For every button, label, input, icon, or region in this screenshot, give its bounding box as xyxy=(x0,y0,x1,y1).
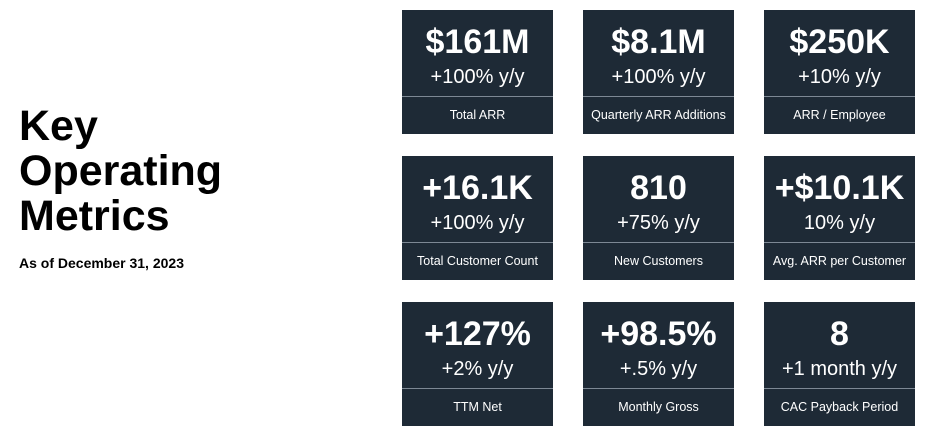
metric-card-top: +$10.1K 10% y/y xyxy=(764,156,915,243)
metric-card-top: $250K +10% y/y xyxy=(764,10,915,97)
metric-value: +16.1K xyxy=(422,169,533,207)
metric-change: +1 month y/y xyxy=(781,358,898,380)
metric-card-new-customers: 810 +75% y/y New Customers xyxy=(583,156,734,280)
metric-change: +100% y/y xyxy=(430,66,525,88)
metric-change: +2% y/y xyxy=(441,358,514,380)
page-title-line-2: Operating xyxy=(19,147,223,195)
metric-value: $250K xyxy=(789,23,890,61)
metric-value: 810 xyxy=(630,169,687,207)
metric-card-cac-payback-period: 8 +1 month y/y CAC Payback Period xyxy=(764,302,915,426)
metric-change: +100% y/y xyxy=(611,66,706,88)
metric-card-ttm-net: +127% +2% y/y TTM Net xyxy=(402,302,553,426)
metric-card-monthly-gross: +98.5% +.5% y/y Monthly Gross xyxy=(583,302,734,426)
metric-label: Avg. ARR per Customer xyxy=(772,253,907,268)
metric-change: +.5% y/y xyxy=(619,358,698,380)
metric-card-avg-arr-per-customer: +$10.1K 10% y/y Avg. ARR per Customer xyxy=(764,156,915,280)
metric-card-top: $161M +100% y/y xyxy=(402,10,553,97)
metric-label: Total ARR xyxy=(449,107,506,122)
metric-value: +98.5% xyxy=(600,315,717,353)
metric-value: +$10.1K xyxy=(774,169,905,207)
metric-card-top: $8.1M +100% y/y xyxy=(583,10,734,97)
metric-card-total-arr: $161M +100% y/y Total ARR xyxy=(402,10,553,134)
metric-label: CAC Payback Period xyxy=(780,399,899,414)
metric-value: $161M xyxy=(425,23,530,61)
page-title: Key Operating Metrics xyxy=(19,104,319,239)
metric-value: +127% xyxy=(424,315,531,353)
metric-change: 10% y/y xyxy=(803,212,876,234)
metric-change: +10% y/y xyxy=(798,66,881,88)
metric-card-top: +98.5% +.5% y/y xyxy=(583,302,734,389)
metric-label: Monthly Gross xyxy=(618,399,699,414)
metric-card-top: 8 +1 month y/y xyxy=(764,302,915,389)
metric-label: Quarterly ARR Additions xyxy=(591,107,726,122)
metric-card-top: +16.1K +100% y/y xyxy=(402,156,553,243)
page-title-line-1: Key xyxy=(19,102,98,150)
metric-value: $8.1M xyxy=(611,23,706,61)
metric-change: +75% y/y xyxy=(617,212,700,234)
page-title-line-3: Metrics xyxy=(19,192,170,240)
metric-card-top: +127% +2% y/y xyxy=(402,302,553,389)
metric-card-quarterly-arr-additions: $8.1M +100% y/y Quarterly ARR Additions xyxy=(583,10,734,134)
metric-label: Total Customer Count xyxy=(417,253,538,268)
metric-card-top: 810 +75% y/y xyxy=(583,156,734,243)
metric-label: New Customers xyxy=(614,253,703,268)
metrics-grid: $161M +100% y/y Total ARR $8.1M +100% y/… xyxy=(402,10,915,426)
metric-card-arr-per-employee: $250K +10% y/y ARR / Employee xyxy=(764,10,915,134)
metric-label: TTM Net xyxy=(453,399,502,414)
metric-change: +100% y/y xyxy=(430,212,525,234)
metric-label: ARR / Employee xyxy=(793,107,886,122)
as-of-date: As of December 31, 2023 xyxy=(19,255,184,271)
metric-card-total-customer-count: +16.1K +100% y/y Total Customer Count xyxy=(402,156,553,280)
title-block: Key Operating Metrics As of December 31,… xyxy=(19,104,319,272)
metric-value: 8 xyxy=(830,315,849,353)
